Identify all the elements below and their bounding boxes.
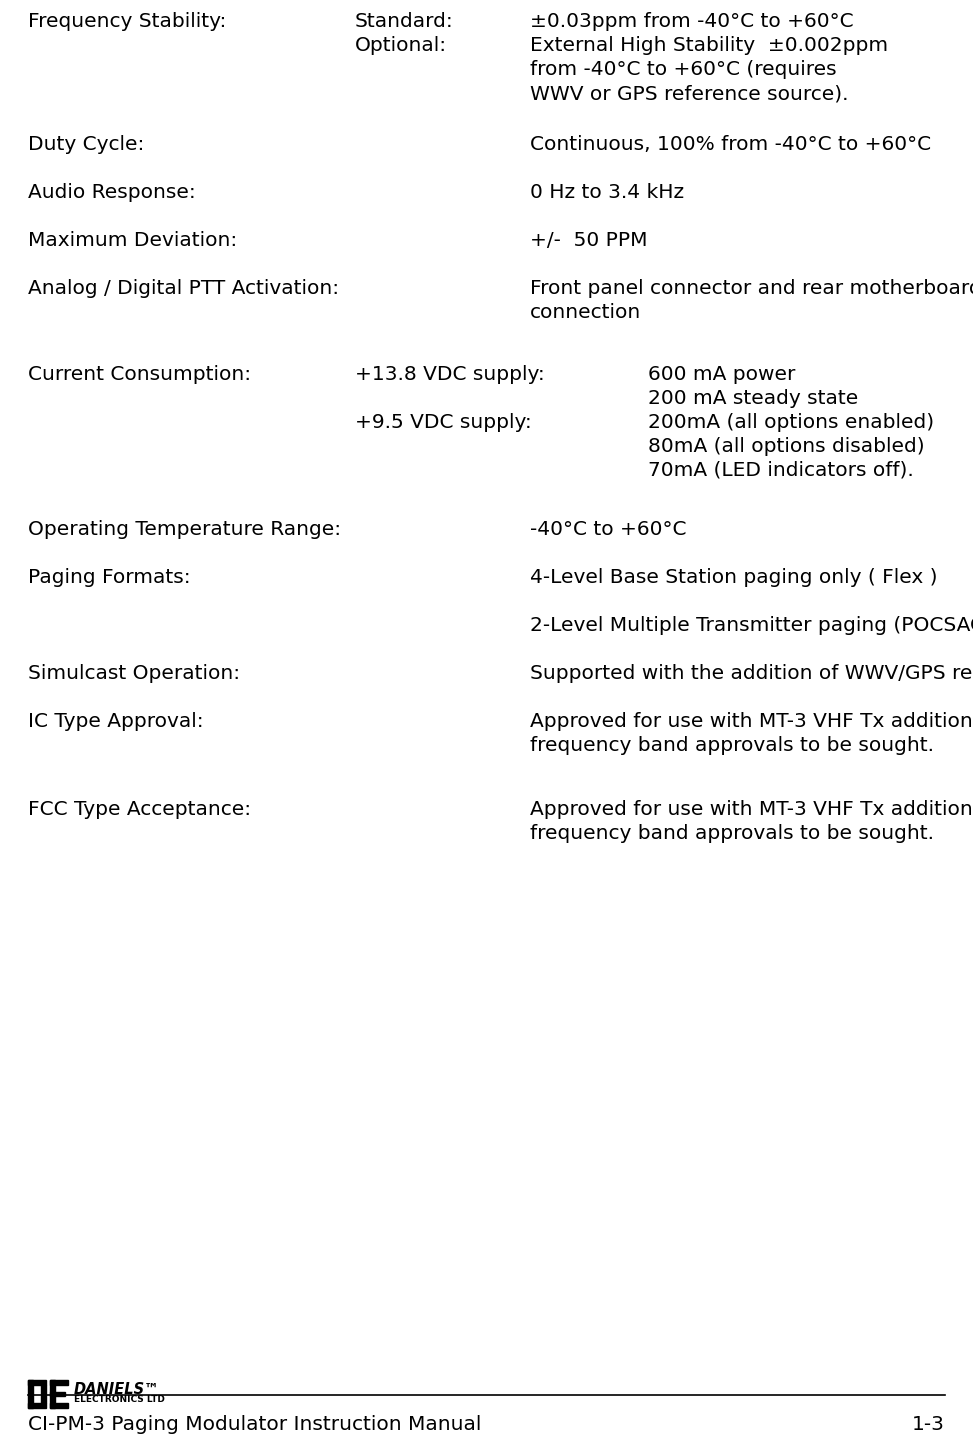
Text: Current Consumption:: Current Consumption: [28, 366, 251, 384]
Text: Duty Cycle:: Duty Cycle: [28, 135, 144, 154]
Text: Continuous, 100% from -40°C to +60°C: Continuous, 100% from -40°C to +60°C [530, 135, 931, 154]
Text: IC Type Approval:: IC Type Approval: [28, 712, 203, 731]
Text: Approved for use with MT-3 VHF Tx additional: Approved for use with MT-3 VHF Tx additi… [530, 712, 973, 731]
Text: 2-Level Multiple Transmitter paging (POCSAG): 2-Level Multiple Transmitter paging (POC… [530, 616, 973, 635]
Text: +9.5 VDC supply:: +9.5 VDC supply: [355, 413, 532, 432]
Text: Optional:: Optional: [355, 36, 448, 55]
Bar [41, 1384, 46, 1403]
Text: 600 mA power: 600 mA power [648, 366, 795, 384]
Text: Frequency Stability:: Frequency Stability: [28, 12, 227, 32]
Text: +/-  50 PPM: +/- 50 PPM [530, 232, 647, 250]
Text: Front panel connector and rear motherboard: Front panel connector and rear motherboa… [530, 279, 973, 298]
Text: Standard:: Standard: [355, 12, 453, 32]
Text: 4-Level Base Station paging only ( Flex ): 4-Level Base Station paging only ( Flex … [530, 568, 938, 587]
Text: -40°C to +60°C: -40°C to +60°C [530, 519, 687, 540]
Text: CI-PM-3 Paging Modulator Instruction Manual: CI-PM-3 Paging Modulator Instruction Man… [28, 1415, 482, 1435]
Bar [50, 1392, 65, 1396]
Text: connection: connection [530, 304, 641, 322]
Text: ELECTRONICS LTD: ELECTRONICS LTD [74, 1394, 164, 1404]
Bar [50, 1380, 68, 1384]
Bar [28, 1380, 46, 1384]
Bar [50, 1380, 55, 1407]
Text: 200mA (all options enabled): 200mA (all options enabled) [648, 413, 934, 432]
Bar [28, 1403, 46, 1407]
Text: External High Stability  ±0.002ppm: External High Stability ±0.002ppm [530, 36, 888, 55]
Text: Approved for use with MT-3 VHF Tx additional: Approved for use with MT-3 VHF Tx additi… [530, 800, 973, 819]
Text: FCC Type Acceptance:: FCC Type Acceptance: [28, 800, 251, 819]
Text: 80mA (all options disabled): 80mA (all options disabled) [648, 437, 924, 456]
Text: DANIELS™: DANIELS™ [74, 1381, 160, 1397]
Text: Supported with the addition of WWV/GPS receiver.: Supported with the addition of WWV/GPS r… [530, 663, 973, 684]
Text: +13.8 VDC supply:: +13.8 VDC supply: [355, 366, 545, 384]
Text: 0 Hz to 3.4 kHz: 0 Hz to 3.4 kHz [530, 183, 684, 201]
Text: Maximum Deviation:: Maximum Deviation: [28, 232, 237, 250]
Text: WWV or GPS reference source).: WWV or GPS reference source). [530, 83, 848, 104]
Text: 200 mA steady state: 200 mA steady state [648, 389, 858, 409]
Text: frequency band approvals to be sought.: frequency band approvals to be sought. [530, 735, 934, 755]
Text: Simulcast Operation:: Simulcast Operation: [28, 663, 240, 684]
Text: from -40°C to +60°C (requires: from -40°C to +60°C (requires [530, 60, 837, 79]
Text: Paging Formats:: Paging Formats: [28, 568, 191, 587]
Bar [28, 1380, 33, 1407]
Text: 1-3: 1-3 [912, 1415, 945, 1435]
Text: Audio Response:: Audio Response: [28, 183, 196, 201]
Text: ±0.03ppm from -40°C to +60°C: ±0.03ppm from -40°C to +60°C [530, 12, 853, 32]
Bar [50, 1403, 68, 1407]
Text: frequency band approvals to be sought.: frequency band approvals to be sought. [530, 825, 934, 843]
Text: Analog / Digital PTT Activation:: Analog / Digital PTT Activation: [28, 279, 340, 298]
Text: Operating Temperature Range:: Operating Temperature Range: [28, 519, 342, 540]
Text: 70mA (LED indicators off).: 70mA (LED indicators off). [648, 460, 914, 481]
